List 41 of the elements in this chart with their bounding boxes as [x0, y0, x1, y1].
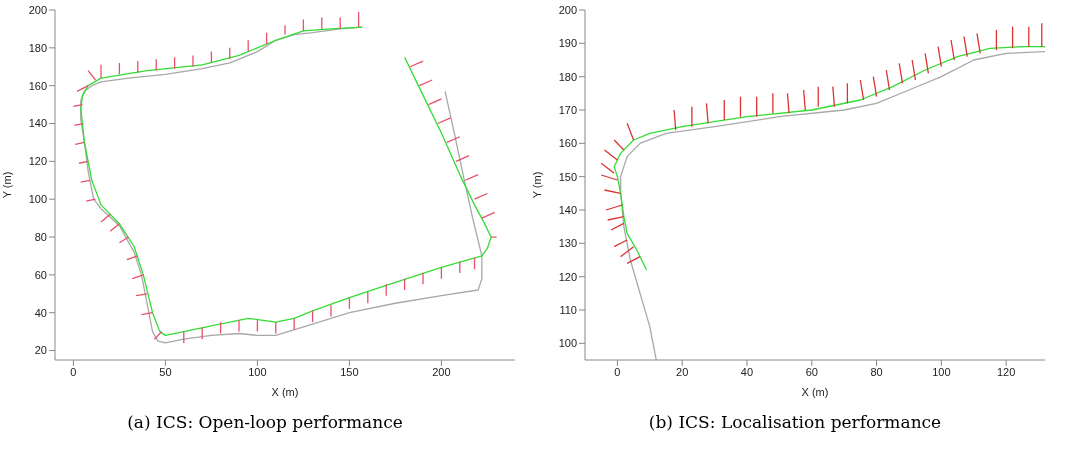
x-tick-label: 60 — [805, 365, 818, 378]
x-tick-label: 0 — [614, 365, 621, 378]
y-axis-title: Y (m) — [0, 171, 13, 199]
y-tick-label: 110 — [559, 303, 577, 316]
y-tick-label: 20 — [34, 344, 47, 357]
y-tick-label: 140 — [558, 203, 577, 216]
y-tick-label: 160 — [558, 137, 577, 150]
y-axis-title: Y (m) — [530, 171, 543, 199]
x-tick-label: 20 — [676, 365, 689, 378]
line-series — [619, 51, 1045, 360]
x-tick-label: 40 — [740, 365, 754, 378]
y-tick-label: 180 — [28, 41, 47, 54]
x-axis-title: X (m) — [801, 386, 829, 398]
x-tick-label: 80 — [870, 365, 883, 378]
y-tick-label: 180 — [558, 70, 577, 83]
y-tick-label: 120 — [28, 155, 47, 168]
x-tick-label: 100 — [932, 365, 951, 378]
x-tick-label: 120 — [996, 365, 1016, 378]
x-tick-label: 0 — [70, 365, 77, 378]
y-tick-label: 130 — [558, 237, 577, 250]
y-tick-label: 100 — [28, 193, 47, 206]
y-tick-label: 120 — [558, 270, 577, 283]
y-tick-label: 190 — [558, 37, 577, 50]
y-tick-label: 170 — [558, 103, 577, 116]
y-tick-label: 80 — [34, 230, 47, 243]
y-tick-label: 200 — [28, 3, 47, 16]
y-tick-label: 40 — [34, 306, 47, 319]
y-tick-label: 200 — [558, 3, 577, 16]
x-tick-label: 100 — [248, 365, 267, 378]
y-tick-label: 150 — [558, 170, 577, 183]
x-tick-label: 150 — [340, 365, 359, 378]
x-tick-label: 50 — [159, 365, 172, 378]
x-tick-label: 200 — [432, 365, 451, 378]
y-tick-label: 160 — [28, 79, 47, 92]
y-tick-label: 100 — [558, 337, 577, 350]
x-axis-title: X (m) — [271, 386, 299, 398]
line-series — [613, 46, 1045, 271]
text: (a) ICS: Open-loop performance — [126, 412, 404, 432]
y-tick-label: 140 — [28, 117, 47, 130]
y-tick-label: 60 — [34, 268, 47, 281]
text: (b) ICS: Localisation performance — [647, 412, 943, 432]
